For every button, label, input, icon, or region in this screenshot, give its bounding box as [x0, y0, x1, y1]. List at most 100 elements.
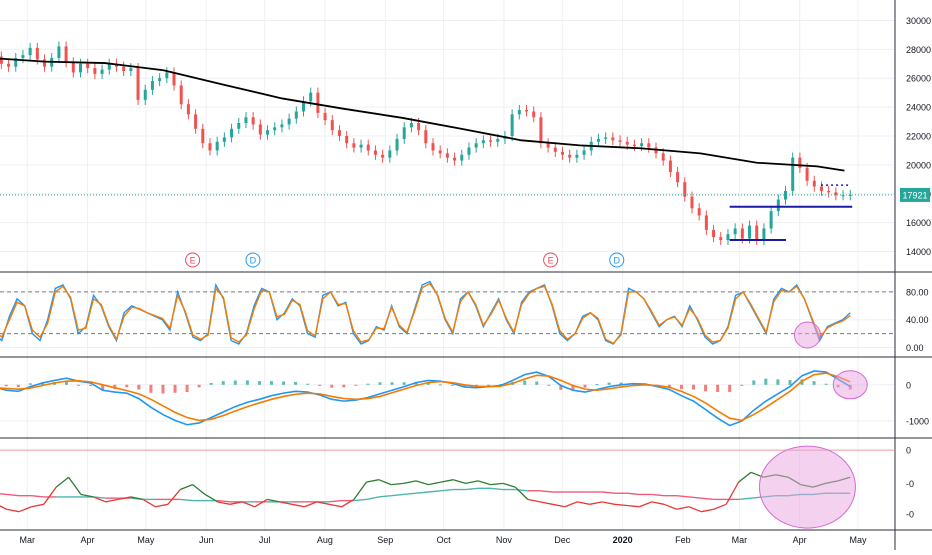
candle-body[interactable]: [632, 144, 636, 147]
candle-body[interactable]: [812, 180, 816, 187]
candle-body[interactable]: [316, 92, 320, 113]
candle-body[interactable]: [798, 157, 802, 168]
candle-body[interactable]: [172, 72, 176, 86]
candle-body[interactable]: [625, 141, 629, 145]
candle-body[interactable]: [769, 211, 773, 229]
candle-body[interactable]: [165, 72, 169, 79]
candle-body[interactable]: [402, 127, 406, 139]
candle-body[interactable]: [647, 143, 651, 148]
candle-body[interactable]: [280, 124, 284, 128]
candle-body[interactable]: [762, 228, 766, 240]
candle-body[interactable]: [719, 237, 723, 240]
candle-body[interactable]: [733, 228, 737, 235]
candle-body[interactable]: [215, 141, 219, 151]
candle-body[interactable]: [409, 123, 413, 128]
candle-body[interactable]: [481, 140, 485, 144]
candle-body[interactable]: [697, 208, 701, 216]
candle-body[interactable]: [474, 143, 478, 148]
candle-body[interactable]: [453, 157, 457, 161]
candle-body[interactable]: [668, 160, 672, 173]
candle-body[interactable]: [158, 78, 162, 82]
candle-body[interactable]: [208, 143, 212, 151]
candle-body[interactable]: [827, 190, 831, 193]
candle-body[interactable]: [417, 123, 421, 131]
candle-body[interactable]: [28, 47, 32, 56]
candle-body[interactable]: [611, 137, 615, 141]
candle-body[interactable]: [740, 228, 744, 239]
candle-body[interactable]: [618, 140, 622, 142]
candle-body[interactable]: [568, 154, 572, 158]
highlight-circle[interactable]: [793, 321, 821, 349]
candle-body[interactable]: [755, 225, 759, 240]
candle-body[interactable]: [150, 81, 154, 90]
candle-body[interactable]: [604, 137, 608, 139]
candle-body[interactable]: [294, 111, 298, 119]
candle-body[interactable]: [323, 112, 327, 121]
candle-body[interactable]: [251, 117, 255, 125]
candle-body[interactable]: [14, 58, 18, 67]
candle-body[interactable]: [517, 110, 521, 115]
candle-body[interactable]: [431, 143, 435, 151]
candle-body[interactable]: [784, 190, 788, 200]
candle-body[interactable]: [834, 192, 838, 196]
candle-body[interactable]: [539, 117, 543, 144]
candle-body[interactable]: [86, 63, 90, 69]
candle-body[interactable]: [805, 167, 809, 181]
candle-body[interactable]: [244, 117, 248, 123]
candle-body[interactable]: [345, 136, 349, 144]
candle-body[interactable]: [107, 63, 111, 70]
event-marker[interactable]: [185, 252, 201, 268]
candle-body[interactable]: [194, 114, 198, 129]
candle-body[interactable]: [35, 47, 39, 60]
candle-body[interactable]: [237, 123, 241, 129]
candle-body[interactable]: [676, 172, 680, 183]
candle-body[interactable]: [136, 68, 140, 100]
highlight-circle[interactable]: [832, 370, 868, 400]
candle-body[interactable]: [186, 104, 190, 115]
candle-body[interactable]: [582, 150, 586, 155]
candle-body[interactable]: [359, 144, 363, 148]
candle-body[interactable]: [791, 157, 795, 191]
candle-body[interactable]: [302, 101, 306, 112]
candle-body[interactable]: [143, 89, 147, 100]
candle-body[interactable]: [546, 143, 550, 148]
candle-body[interactable]: [309, 92, 313, 102]
candle-body[interactable]: [553, 147, 557, 152]
candle-body[interactable]: [395, 138, 399, 151]
candle-body[interactable]: [532, 111, 536, 118]
candle-body[interactable]: [330, 120, 334, 131]
candle-body[interactable]: [712, 229, 716, 238]
candle-body[interactable]: [373, 150, 377, 155]
candle-body[interactable]: [661, 153, 665, 161]
candle-body[interactable]: [129, 68, 133, 71]
candle-body[interactable]: [287, 118, 291, 125]
candle-body[interactable]: [438, 150, 442, 154]
candle-body[interactable]: [525, 110, 529, 112]
candle-body[interactable]: [841, 195, 845, 197]
candle-body[interactable]: [201, 128, 205, 144]
candle-body[interactable]: [179, 85, 183, 105]
candle-body[interactable]: [690, 196, 694, 209]
candle-body[interactable]: [704, 215, 708, 230]
candle-body[interactable]: [424, 130, 428, 144]
candle-body[interactable]: [78, 63, 82, 73]
candle-body[interactable]: [93, 68, 97, 74]
candle-body[interactable]: [848, 194, 852, 196]
candle-body[interactable]: [64, 46, 68, 63]
highlight-ellipse[interactable]: [758, 445, 856, 529]
candle-body[interactable]: [337, 130, 341, 136]
event-marker[interactable]: [245, 252, 261, 268]
candle-body[interactable]: [0, 56, 3, 64]
candle-body[interactable]: [489, 140, 493, 142]
candle-body[interactable]: [467, 147, 471, 155]
candle-body[interactable]: [230, 128, 234, 138]
candle-body[interactable]: [510, 114, 514, 136]
candle-body[interactable]: [776, 199, 780, 212]
candle-body[interactable]: [352, 143, 356, 148]
candle-body[interactable]: [560, 151, 564, 155]
candle-body[interactable]: [640, 143, 644, 147]
candle-body[interactable]: [7, 63, 11, 67]
candle-body[interactable]: [381, 154, 385, 158]
candle-body[interactable]: [366, 144, 370, 151]
